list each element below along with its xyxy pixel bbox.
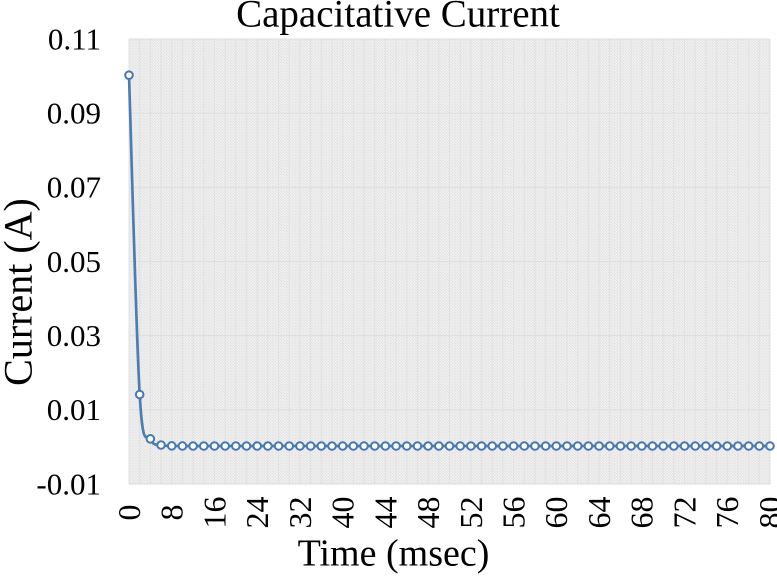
svg-text:8: 8: [154, 505, 190, 521]
svg-text:68: 68: [624, 497, 660, 529]
svg-text:16: 16: [196, 497, 232, 529]
svg-text:0.05: 0.05: [47, 244, 101, 279]
svg-text:48: 48: [410, 497, 446, 529]
svg-text:0: 0: [111, 505, 147, 521]
svg-text:0.03: 0.03: [47, 318, 101, 353]
svg-text:80: 80: [752, 497, 777, 529]
svg-text:Current (A): Current (A): [0, 198, 41, 386]
svg-text:40: 40: [325, 497, 361, 529]
svg-text:0.11: 0.11: [48, 21, 101, 56]
svg-text:52: 52: [453, 497, 489, 529]
svg-text:-0.01: -0.01: [36, 466, 101, 501]
svg-text:0.09: 0.09: [47, 95, 101, 130]
svg-text:56: 56: [496, 497, 532, 529]
svg-text:Time (msec): Time (msec): [298, 533, 490, 575]
svg-text:0.07: 0.07: [47, 170, 101, 205]
svg-text:Capacitative Current: Capacitative Current: [236, 0, 560, 36]
svg-text:72: 72: [666, 497, 702, 529]
svg-text:60: 60: [538, 497, 574, 529]
svg-text:32: 32: [282, 497, 318, 529]
svg-text:76: 76: [709, 497, 745, 529]
svg-text:24: 24: [239, 497, 275, 529]
svg-text:0.01: 0.01: [47, 392, 101, 427]
svg-text:64: 64: [581, 497, 617, 529]
svg-text:44: 44: [367, 497, 403, 529]
